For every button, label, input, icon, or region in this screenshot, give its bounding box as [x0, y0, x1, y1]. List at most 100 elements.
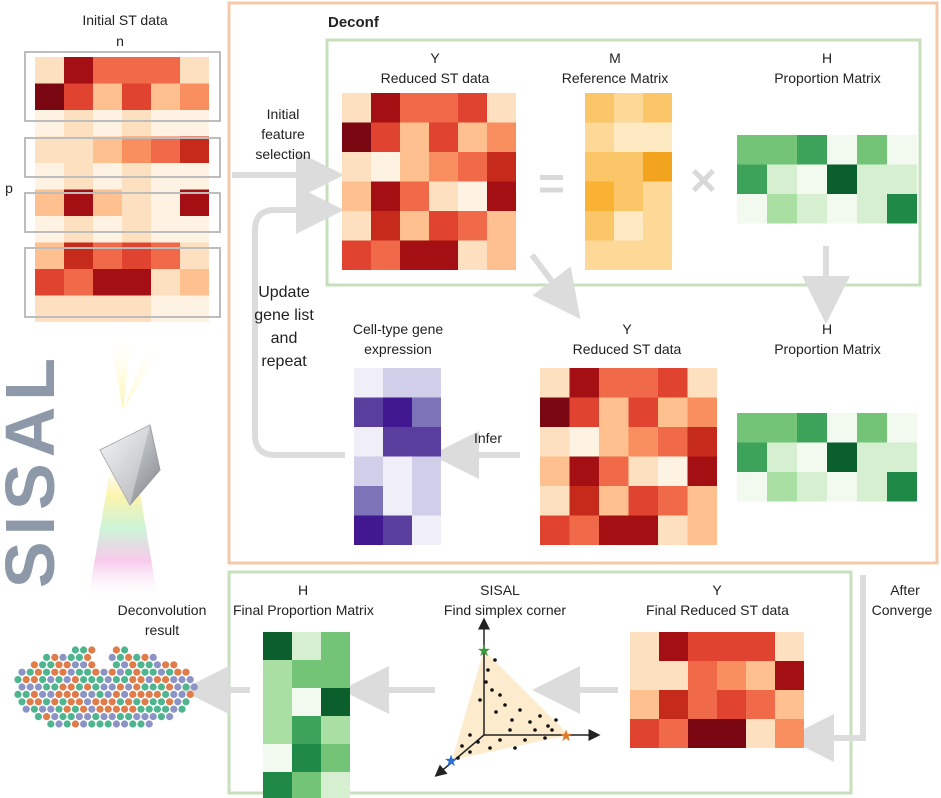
matrix-cell: [614, 152, 643, 182]
matrix-cell: [93, 216, 122, 243]
matrix-cell: [540, 486, 570, 516]
result-spot: [133, 683, 141, 691]
h-proportion-matrix: [737, 135, 917, 224]
matrix-cell: [412, 515, 441, 545]
result-spot: [182, 683, 190, 691]
matrix-cell: [487, 93, 516, 123]
result-spot: [47, 720, 55, 728]
matrix-cell: [628, 368, 658, 398]
result-spot: [100, 683, 108, 691]
matrix-cell: [371, 122, 400, 152]
yf-title: Final Reduced ST data: [646, 602, 789, 618]
matrix-cell: [569, 427, 599, 457]
deconf-panel: [227, 1, 939, 565]
matrix-cell: [585, 211, 614, 241]
matrix-cell: [383, 368, 412, 398]
result-spot: [43, 698, 51, 706]
result-spot: [26, 698, 34, 706]
matrix-cell: [354, 456, 383, 486]
y2-reduced-matrix: [540, 368, 717, 545]
matrix-cell: [614, 181, 643, 211]
matrix-cell: [458, 181, 487, 211]
matrix-cell: [292, 632, 321, 660]
matrix-cell: [383, 486, 412, 516]
matrix-cell: [122, 216, 151, 243]
matrix-cell: [540, 427, 570, 457]
result-spot: [153, 690, 161, 699]
sisal-logo: [88, 330, 161, 600]
result-spot: [88, 661, 96, 669]
deconv-label-2: result: [144, 622, 180, 638]
result-spot: [178, 705, 186, 713]
result-spot: [178, 690, 186, 699]
result-spot: [71, 690, 79, 699]
matrix-cell: [429, 240, 458, 270]
result-spot: [129, 705, 137, 713]
matrix-cell: [342, 211, 371, 241]
simplex-point: [468, 733, 472, 737]
matrix-cell: [767, 442, 797, 472]
result-spot: [182, 698, 190, 706]
result-spot: [112, 705, 120, 713]
result-spot: [80, 690, 88, 699]
matrix-cell: [64, 295, 93, 322]
simplex-point: [503, 703, 507, 707]
result-spot: [30, 661, 38, 669]
simplex-point: [493, 658, 497, 662]
matrix-cell: [643, 181, 672, 211]
matrix-cell: [429, 122, 458, 152]
matrix-cell: [767, 472, 797, 502]
matrix-cell: [64, 110, 93, 137]
matrix-cell: [797, 194, 827, 224]
m-title: Reference Matrix: [561, 70, 669, 86]
matrix-cell: [180, 83, 209, 110]
result-spot: [141, 653, 149, 662]
matrix-cell: [342, 181, 371, 211]
matrix-cell: [35, 242, 64, 269]
result-spot: [162, 661, 170, 669]
result-spot: [67, 713, 75, 721]
deconv-label-1: Deconvolution: [117, 602, 207, 618]
result-spot: [141, 713, 149, 721]
result-spot: [88, 676, 96, 684]
equals-sign: =: [538, 157, 565, 209]
result-spot: [71, 661, 79, 669]
result-spot: [88, 690, 96, 699]
matrix-cell: [614, 93, 643, 123]
result-spot: [112, 676, 120, 684]
hf-title: Final Proportion Matrix: [233, 602, 374, 618]
result-spot: [149, 713, 157, 721]
result-spot: [75, 683, 83, 691]
matrix-cell: [687, 397, 717, 427]
matrix-cell: [628, 456, 658, 486]
result-spot: [133, 653, 141, 662]
result-spot: [125, 683, 133, 691]
matrix-cell: [64, 242, 93, 269]
matrix-cell: [429, 93, 458, 123]
h2-proportion-matrix: [737, 413, 917, 502]
result-spot: [59, 653, 67, 662]
matrix-cell: [887, 194, 917, 224]
initial-feature-3: selection: [255, 146, 311, 162]
matrix-cell: [487, 152, 516, 182]
result-spot: [100, 713, 108, 721]
result-spot: [63, 690, 71, 699]
result-spot: [129, 690, 137, 699]
result-spot: [59, 698, 67, 706]
result-spot: [125, 653, 133, 662]
matrix-cell: [569, 456, 599, 486]
matrix-cell: [429, 211, 458, 241]
matrix-cell: [767, 194, 797, 224]
row-box-2: [24, 137, 221, 178]
matrix-cell: [122, 295, 151, 322]
matrix-cell: [180, 57, 209, 84]
cell-type-expression-matrix: [354, 368, 441, 545]
simplex-point: [468, 750, 472, 754]
result-spot: [125, 698, 133, 706]
matrix-cell: [122, 269, 151, 296]
result-spot: [71, 705, 79, 713]
matrix-cell: [659, 632, 688, 661]
result-spot: [67, 668, 75, 676]
matrix-cell: [122, 57, 151, 84]
result-spot: [162, 690, 170, 699]
